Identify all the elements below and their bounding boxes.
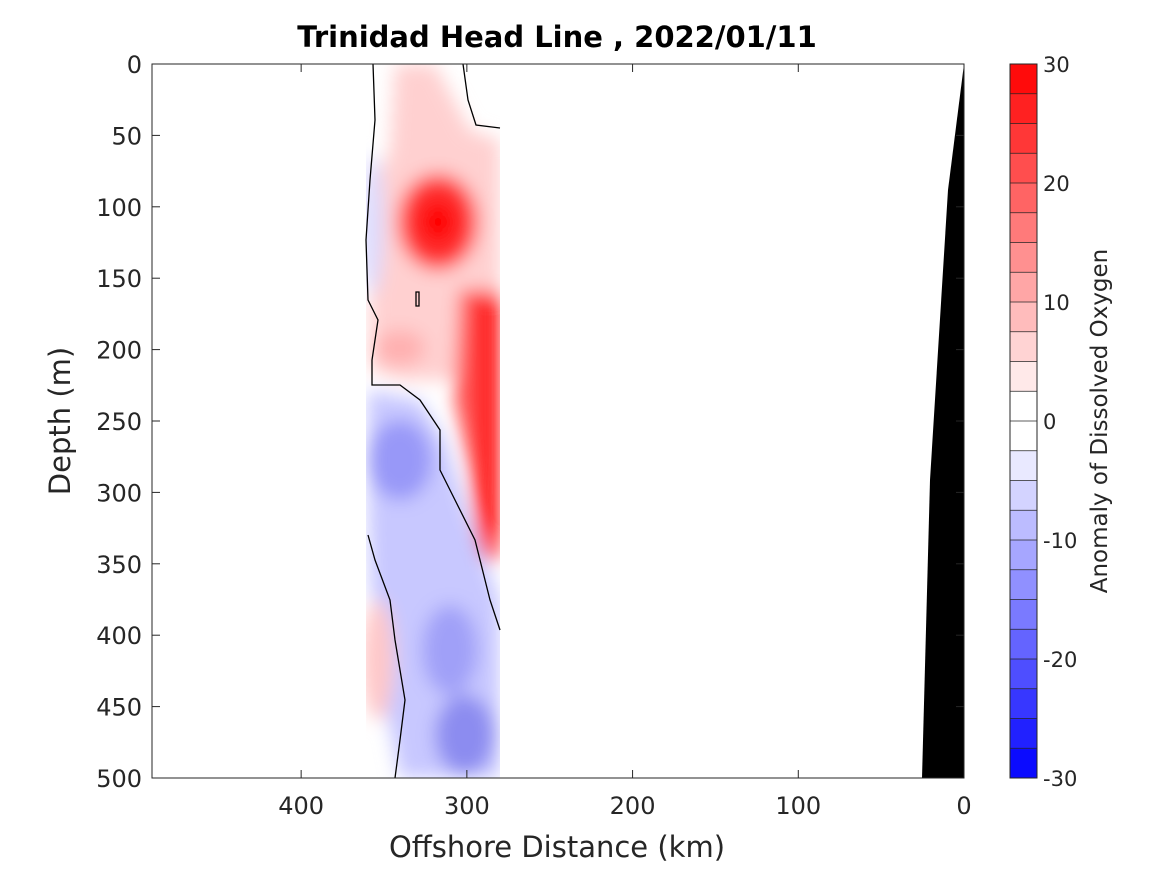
anomaly-max-shallow-core xyxy=(420,200,456,244)
y-axis-label: Depth (m) xyxy=(43,347,77,495)
no-data-offshore xyxy=(152,64,366,778)
zero-contour-top xyxy=(462,64,501,129)
colorbar-level xyxy=(1010,718,1037,749)
anomaly-min-deep xyxy=(435,695,495,775)
anomaly-field xyxy=(152,64,964,778)
y-tick-label: 0 xyxy=(127,51,142,79)
y-tick-label: 250 xyxy=(96,408,142,436)
colorbar-tick-label: -30 xyxy=(1043,767,1077,791)
bathymetry xyxy=(922,64,964,778)
x-tick-label: 100 xyxy=(775,792,821,820)
colorbar-level xyxy=(1010,599,1037,630)
anomaly-region-pink xyxy=(375,330,425,366)
colorbar-level xyxy=(1010,391,1037,422)
colorbar-level xyxy=(1010,629,1037,660)
y-tick-label: 500 xyxy=(96,765,142,793)
chart-title: Trinidad Head Line , 2022/01/11 xyxy=(297,20,817,54)
y-tick-label: 50 xyxy=(111,122,142,150)
colorbar-level xyxy=(1010,123,1037,154)
colorbar-ticks: 30 20 10 0 -10 -20 -30 xyxy=(1043,53,1077,791)
colorbar-level xyxy=(1010,272,1037,303)
y-tick-label: 150 xyxy=(96,265,142,293)
y-tick-label: 200 xyxy=(96,337,142,365)
colorbar-level xyxy=(1010,510,1037,541)
colorbar-level xyxy=(1010,153,1037,184)
colorbar-level xyxy=(1010,331,1037,362)
colorbar-level xyxy=(1010,242,1037,273)
x-tick-label: 200 xyxy=(610,792,656,820)
x-tick-label: 0 xyxy=(956,792,971,820)
colorbar-level xyxy=(1010,93,1037,124)
colorbar-tick-label: 30 xyxy=(1043,53,1070,77)
colorbar-level xyxy=(1010,659,1037,690)
y-axis: 0 50 100 150 200 250 300 350 400 450 500 xyxy=(96,51,964,793)
colorbar-label: Anomaly of Dissolved Oxygen xyxy=(1087,249,1113,594)
anomaly-min-mid xyxy=(422,605,478,695)
colorbar xyxy=(1010,63,1037,779)
zero-contour-deep xyxy=(367,534,406,778)
colorbar-level xyxy=(1010,183,1037,214)
y-tick-label: 300 xyxy=(96,479,142,507)
colorbar-level xyxy=(1010,748,1037,779)
no-data-inshore xyxy=(500,64,964,778)
y-tick-label: 450 xyxy=(96,694,142,722)
colorbar-level xyxy=(1010,64,1037,95)
colorbar-tick-label: 10 xyxy=(1043,291,1070,315)
x-tick-label: 400 xyxy=(278,792,324,820)
y-tick-label: 350 xyxy=(96,551,142,579)
anomaly-min-upper xyxy=(368,420,432,500)
x-tick-label: 300 xyxy=(444,792,490,820)
zero-contour-main xyxy=(365,64,501,631)
anomaly-field-blobs xyxy=(360,64,500,778)
colorbar-tick-label: -10 xyxy=(1043,529,1077,553)
colorbar-level xyxy=(1010,302,1037,333)
x-axis: 400 300 200 100 0 xyxy=(278,64,972,820)
colorbar-level xyxy=(1010,540,1037,571)
colorbar-level xyxy=(1010,421,1037,452)
y-tick-label: 100 xyxy=(96,194,142,222)
colorbar-level xyxy=(1010,688,1037,719)
zero-contour-small xyxy=(415,291,420,307)
colorbar-level xyxy=(1010,212,1037,243)
y-tick-label: 400 xyxy=(96,622,142,650)
colorbar-tick-label: 20 xyxy=(1043,172,1070,196)
colorbar-level xyxy=(1010,569,1037,600)
colorbar-tick-label: 0 xyxy=(1043,410,1056,434)
colorbar-level xyxy=(1010,361,1037,392)
colorbar-frame xyxy=(1009,63,1038,779)
colorbar-level xyxy=(1010,480,1037,511)
colorbar-tick-label: -20 xyxy=(1043,648,1077,672)
colorbar-level xyxy=(1010,450,1037,481)
anomaly-region-pink-deep xyxy=(362,600,394,720)
x-axis-label: Offshore Distance (km) xyxy=(389,830,725,864)
anomaly-max-deep xyxy=(478,300,500,540)
